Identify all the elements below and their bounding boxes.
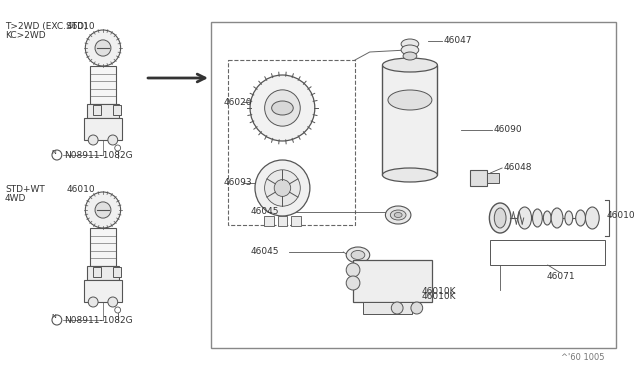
Circle shape — [85, 192, 120, 228]
Bar — [87, 104, 118, 118]
Text: 46010: 46010 — [67, 22, 95, 31]
Bar — [93, 267, 101, 277]
Bar — [87, 266, 118, 280]
Ellipse shape — [388, 90, 432, 110]
Ellipse shape — [346, 247, 370, 263]
Ellipse shape — [551, 208, 563, 228]
Bar — [84, 118, 122, 140]
Circle shape — [346, 263, 360, 277]
Bar — [113, 105, 120, 115]
Text: 46048: 46048 — [503, 163, 532, 172]
Text: T>2WD (EXC.STD): T>2WD (EXC.STD) — [5, 22, 88, 31]
Text: 46010K: 46010K — [422, 287, 456, 296]
Circle shape — [274, 180, 291, 196]
Bar — [383, 65, 437, 175]
Text: STD+WT: STD+WT — [5, 185, 45, 194]
Bar — [93, 105, 101, 115]
Text: N: N — [52, 314, 56, 320]
Bar — [353, 260, 431, 302]
Circle shape — [95, 202, 111, 218]
Circle shape — [265, 90, 300, 126]
Bar — [90, 228, 116, 266]
Bar — [470, 170, 488, 186]
Bar — [113, 267, 120, 277]
Ellipse shape — [401, 39, 419, 49]
Text: 46010: 46010 — [67, 185, 95, 194]
Text: 46010K: 46010K — [422, 292, 456, 301]
Circle shape — [108, 135, 118, 145]
Text: N08911-1082G: N08911-1082G — [64, 316, 132, 325]
Ellipse shape — [403, 52, 417, 60]
Bar — [488, 173, 499, 183]
Text: KC>2WD: KC>2WD — [5, 31, 45, 40]
Text: 46020: 46020 — [223, 98, 252, 107]
Circle shape — [88, 297, 98, 307]
Ellipse shape — [518, 207, 532, 229]
Circle shape — [255, 160, 310, 216]
Ellipse shape — [565, 211, 573, 225]
Ellipse shape — [390, 210, 406, 220]
Bar — [84, 280, 122, 302]
Text: 4WD: 4WD — [5, 194, 26, 203]
Text: 46093: 46093 — [223, 178, 252, 187]
Circle shape — [85, 30, 120, 66]
Ellipse shape — [401, 45, 419, 55]
Circle shape — [88, 135, 98, 145]
Ellipse shape — [543, 211, 551, 225]
Text: 46010: 46010 — [607, 211, 636, 220]
Bar — [363, 302, 412, 314]
Ellipse shape — [351, 250, 365, 260]
Ellipse shape — [494, 208, 506, 228]
Circle shape — [264, 170, 300, 206]
Circle shape — [250, 75, 315, 141]
Ellipse shape — [586, 207, 599, 229]
Ellipse shape — [385, 206, 411, 224]
Circle shape — [346, 276, 360, 290]
Bar — [278, 216, 287, 226]
Bar — [211, 22, 616, 348]
Text: 46071: 46071 — [547, 272, 575, 281]
Ellipse shape — [532, 209, 542, 227]
Text: N: N — [52, 150, 56, 154]
Bar — [490, 240, 605, 265]
Circle shape — [411, 302, 422, 314]
Circle shape — [108, 297, 118, 307]
Bar — [90, 66, 116, 104]
Ellipse shape — [383, 168, 437, 182]
Circle shape — [95, 40, 111, 56]
Bar — [264, 216, 274, 226]
Text: 46045: 46045 — [250, 247, 278, 256]
Text: N08911-1082G: N08911-1082G — [64, 151, 132, 160]
Bar — [228, 60, 355, 225]
Ellipse shape — [383, 58, 437, 72]
Circle shape — [391, 302, 403, 314]
Text: ^'60 1005: ^'60 1005 — [561, 353, 604, 362]
Ellipse shape — [271, 101, 293, 115]
Ellipse shape — [394, 212, 402, 218]
Bar — [291, 216, 301, 226]
Ellipse shape — [575, 210, 586, 226]
Text: 46045: 46045 — [250, 207, 278, 216]
Text: 46090: 46090 — [493, 125, 522, 134]
Text: 46047: 46047 — [444, 36, 472, 45]
Ellipse shape — [490, 203, 511, 233]
